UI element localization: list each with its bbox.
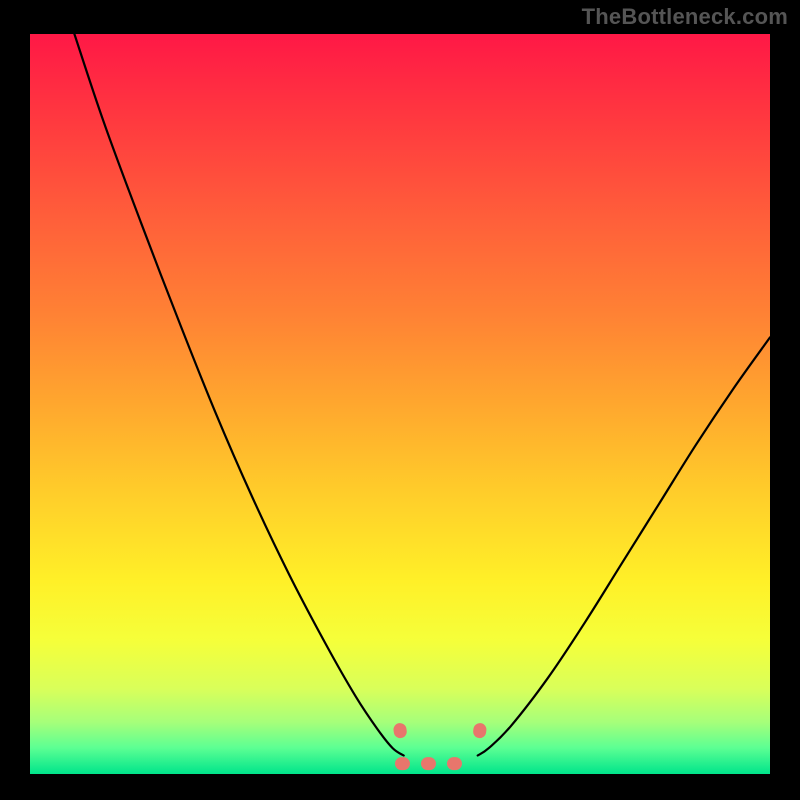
watermark-text: TheBottleneck.com	[582, 4, 788, 30]
gradient-plot-area	[30, 34, 770, 774]
bottleneck-chart	[0, 0, 800, 800]
